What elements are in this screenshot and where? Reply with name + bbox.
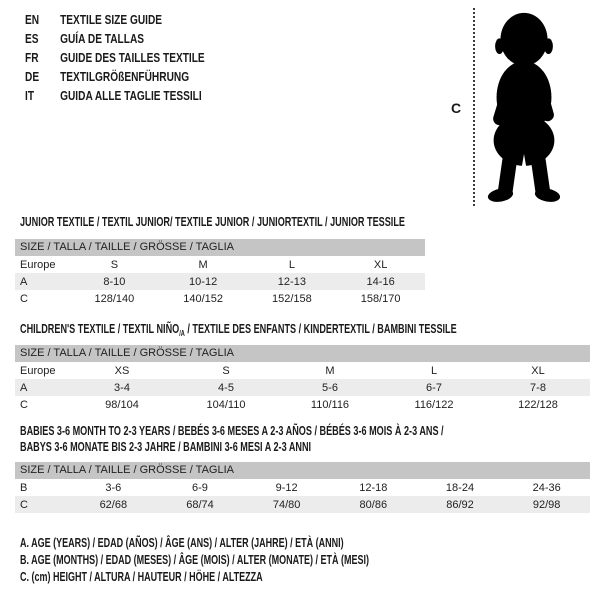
footnote-c: C. (cm) HEIGHT / ALTURA / HAUTEUR / HÖHE… bbox=[20, 570, 263, 584]
size-cell: 5-6 bbox=[322, 381, 338, 394]
row-label: C bbox=[20, 292, 28, 305]
babies-table-title-line1: BABIES 3-6 MONTH TO 2-3 YEARS / BEBÉS 3-… bbox=[20, 423, 444, 438]
language-code: FR bbox=[25, 50, 39, 65]
language-code: IT bbox=[25, 88, 35, 103]
size-cell: 116/122 bbox=[414, 398, 454, 411]
size-cell: 10-12 bbox=[189, 275, 218, 288]
footnote-a: A. AGE (YEARS) / EDAD (AÑOS) / ÂGE (ANS)… bbox=[20, 536, 344, 550]
language-code: EN bbox=[25, 12, 40, 27]
size-cell: 4-5 bbox=[218, 381, 234, 394]
row-label: A bbox=[20, 381, 28, 394]
table-row-age: A 3-4 4-5 5-6 6-7 7-8 bbox=[15, 379, 590, 396]
table-row-age-months: B 3-6 6-9 9-12 12-18 18-24 24-36 bbox=[15, 479, 590, 496]
size-cell: 80/86 bbox=[359, 498, 388, 511]
table-row-europe: Europe S M L XL bbox=[15, 256, 425, 273]
row-label: B bbox=[20, 481, 28, 494]
size-cell: M bbox=[198, 258, 208, 271]
table-row-europe: Europe XS S M L XL bbox=[15, 362, 590, 379]
size-cell: 140/152 bbox=[183, 292, 223, 305]
language-code: DE bbox=[25, 69, 40, 84]
language-row-fr: FR GUIDE DES TAILLES TEXTILE bbox=[25, 48, 205, 67]
size-cell: L bbox=[288, 258, 295, 271]
size-cell: 98/104 bbox=[105, 398, 139, 411]
junior-size-table: SIZE / TALLA / TAILLE / GRÖSSE / TAGLIA … bbox=[15, 239, 425, 307]
size-cell: 86/92 bbox=[446, 498, 474, 511]
language-row-de: DE TEXTILGRÖßENFÜHRUNG bbox=[25, 67, 205, 86]
language-row-it: IT GUIDA ALLE TAGLIE TESSILI bbox=[25, 86, 205, 105]
size-cell: S bbox=[110, 258, 119, 271]
size-cell: 128/140 bbox=[94, 292, 135, 305]
height-measure-label: C bbox=[451, 100, 462, 116]
size-cell: 104/110 bbox=[206, 398, 246, 411]
size-cell: 14-16 bbox=[366, 275, 395, 288]
table-row-height: C 128/140 140/152 152/158 158/170 bbox=[15, 290, 425, 307]
size-cell: 110/116 bbox=[310, 398, 350, 411]
baby-silhouette bbox=[487, 12, 561, 205]
table-row-height: C 62/68 68/74 74/80 80/86 86/92 92/98 bbox=[15, 496, 590, 513]
row-label: Europe bbox=[20, 364, 56, 377]
row-label: Europe bbox=[20, 258, 56, 271]
size-header-bar: SIZE / TALLA / TAILLE / GRÖSSE / TAGLIA bbox=[15, 239, 425, 256]
size-header-bar: SIZE / TALLA / TAILLE / GRÖSSE / TAGLIA bbox=[15, 345, 590, 362]
size-cell: XL bbox=[373, 258, 388, 271]
size-cell: 152/158 bbox=[271, 292, 312, 305]
children-size-table: SIZE / TALLA / TAILLE / GRÖSSE / TAGLIA … bbox=[15, 345, 590, 413]
size-cell: XS bbox=[114, 364, 130, 377]
title-subscript: /A bbox=[179, 329, 185, 338]
language-title: GUIDE DES TAILLES TEXTILE bbox=[60, 50, 205, 65]
size-cell: 8-10 bbox=[103, 275, 126, 288]
language-row-en: EN TEXTILE SIZE GUIDE bbox=[25, 10, 205, 29]
language-title: GUÍA DE TALLAS bbox=[60, 31, 145, 46]
size-cell: 9-12 bbox=[275, 481, 298, 494]
language-title: TEXTILE SIZE GUIDE bbox=[60, 12, 163, 27]
language-title: TEXTILGRÖßENFÜHRUNG bbox=[60, 69, 190, 84]
babies-table-title-line2: BABYS 3-6 MONATE BIS 2-3 JAHRE / BAMBINI… bbox=[20, 439, 312, 454]
size-cell: 74/80 bbox=[272, 498, 301, 511]
height-measure-dotted-line bbox=[473, 8, 475, 206]
language-title: GUIDA ALLE TAGLIE TESSILI bbox=[60, 88, 202, 103]
junior-table-title: JUNIOR TEXTILE / TEXTIL JUNIOR/ TEXTILE … bbox=[20, 214, 405, 229]
size-cell: 92/98 bbox=[532, 498, 561, 511]
table-row-age: A 8-10 10-12 12-13 14-16 bbox=[15, 273, 425, 290]
language-row-es: ES GUÍA DE TALLAS bbox=[25, 29, 205, 48]
size-cell: M bbox=[325, 364, 335, 377]
row-label: A bbox=[20, 275, 28, 288]
title-text: / TEXTILE DES ENFANTS / KINDERTEXTIL / B… bbox=[184, 321, 457, 336]
row-label: C bbox=[20, 498, 28, 511]
children-table-title: CHILDREN'S TEXTILE / TEXTIL NIÑO/A / TEX… bbox=[20, 321, 457, 338]
size-header-bar: SIZE / TALLA / TAILLE / GRÖSSE / TAGLIA bbox=[15, 462, 590, 479]
size-cell: 3-6 bbox=[105, 481, 122, 494]
size-cell: 7-8 bbox=[530, 381, 546, 394]
size-cell: 3-4 bbox=[114, 381, 130, 394]
size-cell: 6-7 bbox=[426, 381, 442, 394]
size-cell: L bbox=[430, 364, 438, 377]
row-label: C bbox=[20, 398, 28, 411]
language-title-list: EN TEXTILE SIZE GUIDE ES GUÍA DE TALLAS … bbox=[25, 10, 255, 105]
table-row-height: C 98/104 104/110 110/116 116/122 122/128 bbox=[15, 396, 590, 413]
size-cell: 62/68 bbox=[99, 498, 128, 511]
babies-size-table: SIZE / TALLA / TAILLE / GRÖSSE / TAGLIA … bbox=[15, 462, 590, 513]
size-cell: 6-9 bbox=[192, 481, 208, 494]
size-cell: 158/170 bbox=[360, 292, 401, 305]
size-cell: XL bbox=[531, 364, 545, 377]
title-text: CHILDREN'S TEXTILE / TEXTIL NIÑO bbox=[20, 321, 180, 336]
size-cell: S bbox=[222, 364, 230, 377]
size-cell: 122/128 bbox=[518, 398, 558, 411]
footnotes: A. AGE (YEARS) / EDAD (AÑOS) / ÂGE (ANS)… bbox=[20, 536, 505, 587]
size-cell: 12-18 bbox=[359, 481, 388, 494]
size-cell: 12-13 bbox=[277, 275, 306, 288]
size-cell: 18-24 bbox=[445, 481, 475, 494]
language-code: ES bbox=[25, 31, 39, 46]
footnote-b: B. AGE (MONTHS) / EDAD (MESES) / ÂGE (MO… bbox=[20, 553, 369, 567]
size-cell: 68/74 bbox=[186, 498, 214, 511]
size-cell: 24-36 bbox=[532, 481, 561, 494]
